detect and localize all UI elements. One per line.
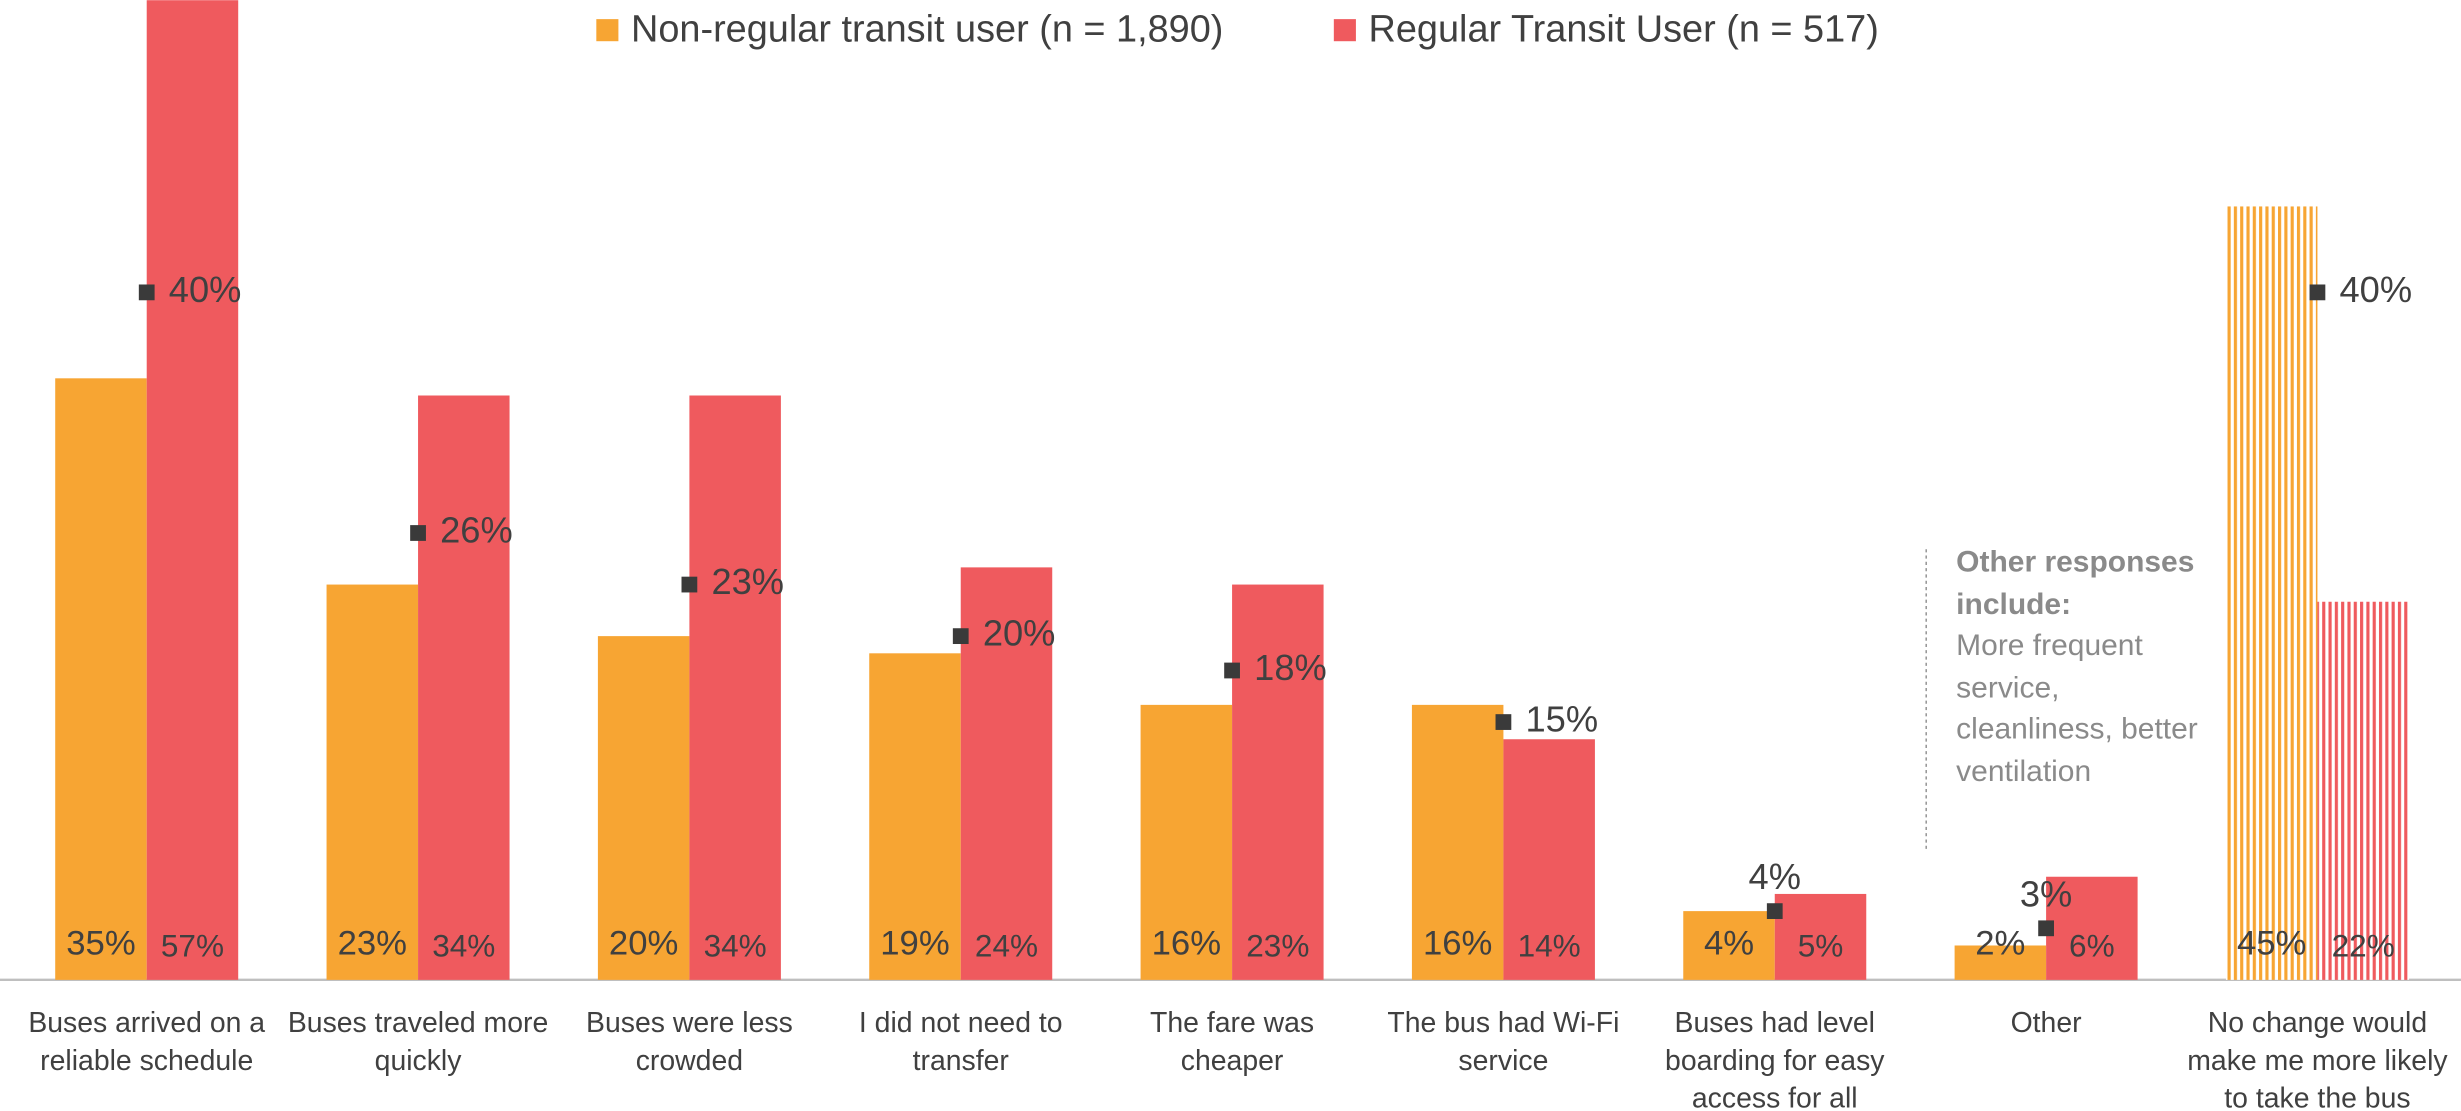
x-tick-label: The bus had Wi-Fi service	[1387, 1006, 1620, 1077]
bar	[2317, 601, 2409, 980]
bar	[1954, 945, 2047, 980]
x-tick-label: The fare was cheaper	[1149, 1006, 1315, 1077]
bar	[326, 584, 419, 980]
marker-value-label: 15%	[1526, 699, 1599, 740]
bar-value-label: 20%	[609, 924, 678, 962]
x-tick-label: I did not need to transfer	[858, 1006, 1063, 1077]
marker	[1766, 903, 1783, 920]
marker-value-label: 3%	[2020, 873, 2072, 914]
x-tick-label-box: Buses had level boarding for easy access…	[1665, 1006, 1885, 1111]
bar-value-label: 24%	[975, 928, 1038, 964]
marker-value-label: 18%	[1254, 647, 1327, 688]
annotation: Other responses include: More frequent se…	[1956, 543, 2208, 794]
marker-value-label: 20%	[983, 613, 1056, 654]
bar-value-label: 16%	[1152, 924, 1221, 962]
bar	[960, 567, 1053, 980]
bar	[597, 636, 690, 980]
marker	[410, 525, 426, 541]
bar-value-label: 57%	[161, 928, 224, 964]
bar-value-label: 34%	[704, 928, 767, 964]
marker	[952, 628, 969, 645]
bar-value-label: 6%	[2069, 928, 2115, 964]
annotation-title: Other responses include:	[1956, 546, 2195, 621]
marker-value-label: 40%	[2340, 269, 2413, 310]
x-tick-label-box: Buses traveled more quickly	[287, 1006, 549, 1077]
bar-value-label: 35%	[66, 924, 135, 962]
bar	[1232, 584, 1324, 980]
legend-label: Non-regular transit user (n = 1,890)	[631, 9, 1223, 51]
bar-value-label: 34%	[432, 928, 495, 964]
x-tick-label: Buses traveled more quickly	[287, 1006, 549, 1077]
bar-value-label: 19%	[880, 924, 949, 962]
bar	[1683, 911, 1775, 980]
bar-value-label: 22%	[2332, 928, 2395, 964]
marker-value-label: 40%	[169, 269, 242, 310]
bar-value-label: 16%	[1423, 924, 1492, 962]
x-tick-label-box: I did not need to transfer	[858, 1006, 1063, 1077]
x-tick-label-box: The bus had Wi-Fi service	[1387, 1006, 1620, 1077]
marker	[1224, 662, 1240, 679]
x-tick-label: No change would make me more likely to t…	[2187, 1006, 2448, 1111]
bar	[418, 395, 510, 980]
bar	[1774, 893, 1867, 980]
marker-value-label: 26%	[440, 510, 513, 551]
bar	[1503, 739, 1595, 980]
marker-value-label: 23%	[711, 561, 784, 602]
marker-value-label: 4%	[1749, 856, 1801, 897]
bar	[55, 378, 147, 980]
x-tick-label: Buses had level boarding for easy access…	[1665, 1006, 1885, 1111]
marker	[2038, 920, 2054, 937]
bar-value-label: 2%	[1975, 924, 2025, 962]
bar-value-label: 23%	[1246, 928, 1309, 964]
x-tick-label-box: The fare was cheaper	[1149, 1006, 1315, 1077]
x-tick-label: Buses arrived on a reliable schedule	[28, 1006, 266, 1077]
marker	[681, 576, 698, 593]
marker	[2309, 284, 2326, 301]
bar-value-label: 14%	[1518, 928, 1581, 964]
x-tick-label: Buses were less crowded	[586, 1006, 793, 1077]
x-tick-label: Other	[2010, 1006, 2082, 1039]
bar	[689, 395, 781, 980]
bar	[1411, 704, 1504, 980]
bar	[146, 0, 239, 980]
x-tick-label-box: No change would make me more likely to t…	[2187, 1006, 2448, 1111]
bar-value-label: 45%	[2237, 924, 2306, 962]
x-tick-label-box: Buses were less crowded	[586, 1006, 793, 1077]
legend-swatch	[1333, 19, 1356, 42]
bar	[2225, 206, 2318, 980]
legend-label: Regular Transit User (n = 517)	[1369, 9, 1879, 51]
bar-value-label: 23%	[338, 924, 407, 962]
legend-swatch	[596, 19, 619, 42]
marker	[138, 284, 155, 301]
x-tick-label-box: Other	[2010, 1006, 2082, 1039]
x-tick-label-box: Buses arrived on a reliable schedule	[28, 1006, 266, 1077]
annotation-text: Other responses include: More frequent se…	[1956, 543, 2208, 794]
bar	[869, 653, 961, 980]
bar	[1140, 704, 1233, 980]
annotation-body: More frequent service, cleanliness, bett…	[1956, 629, 2198, 789]
bar-value-label: 4%	[1704, 924, 1754, 962]
marker	[1495, 714, 1512, 730]
bar-value-label: 5%	[1798, 928, 1844, 964]
bar	[2046, 876, 2138, 980]
